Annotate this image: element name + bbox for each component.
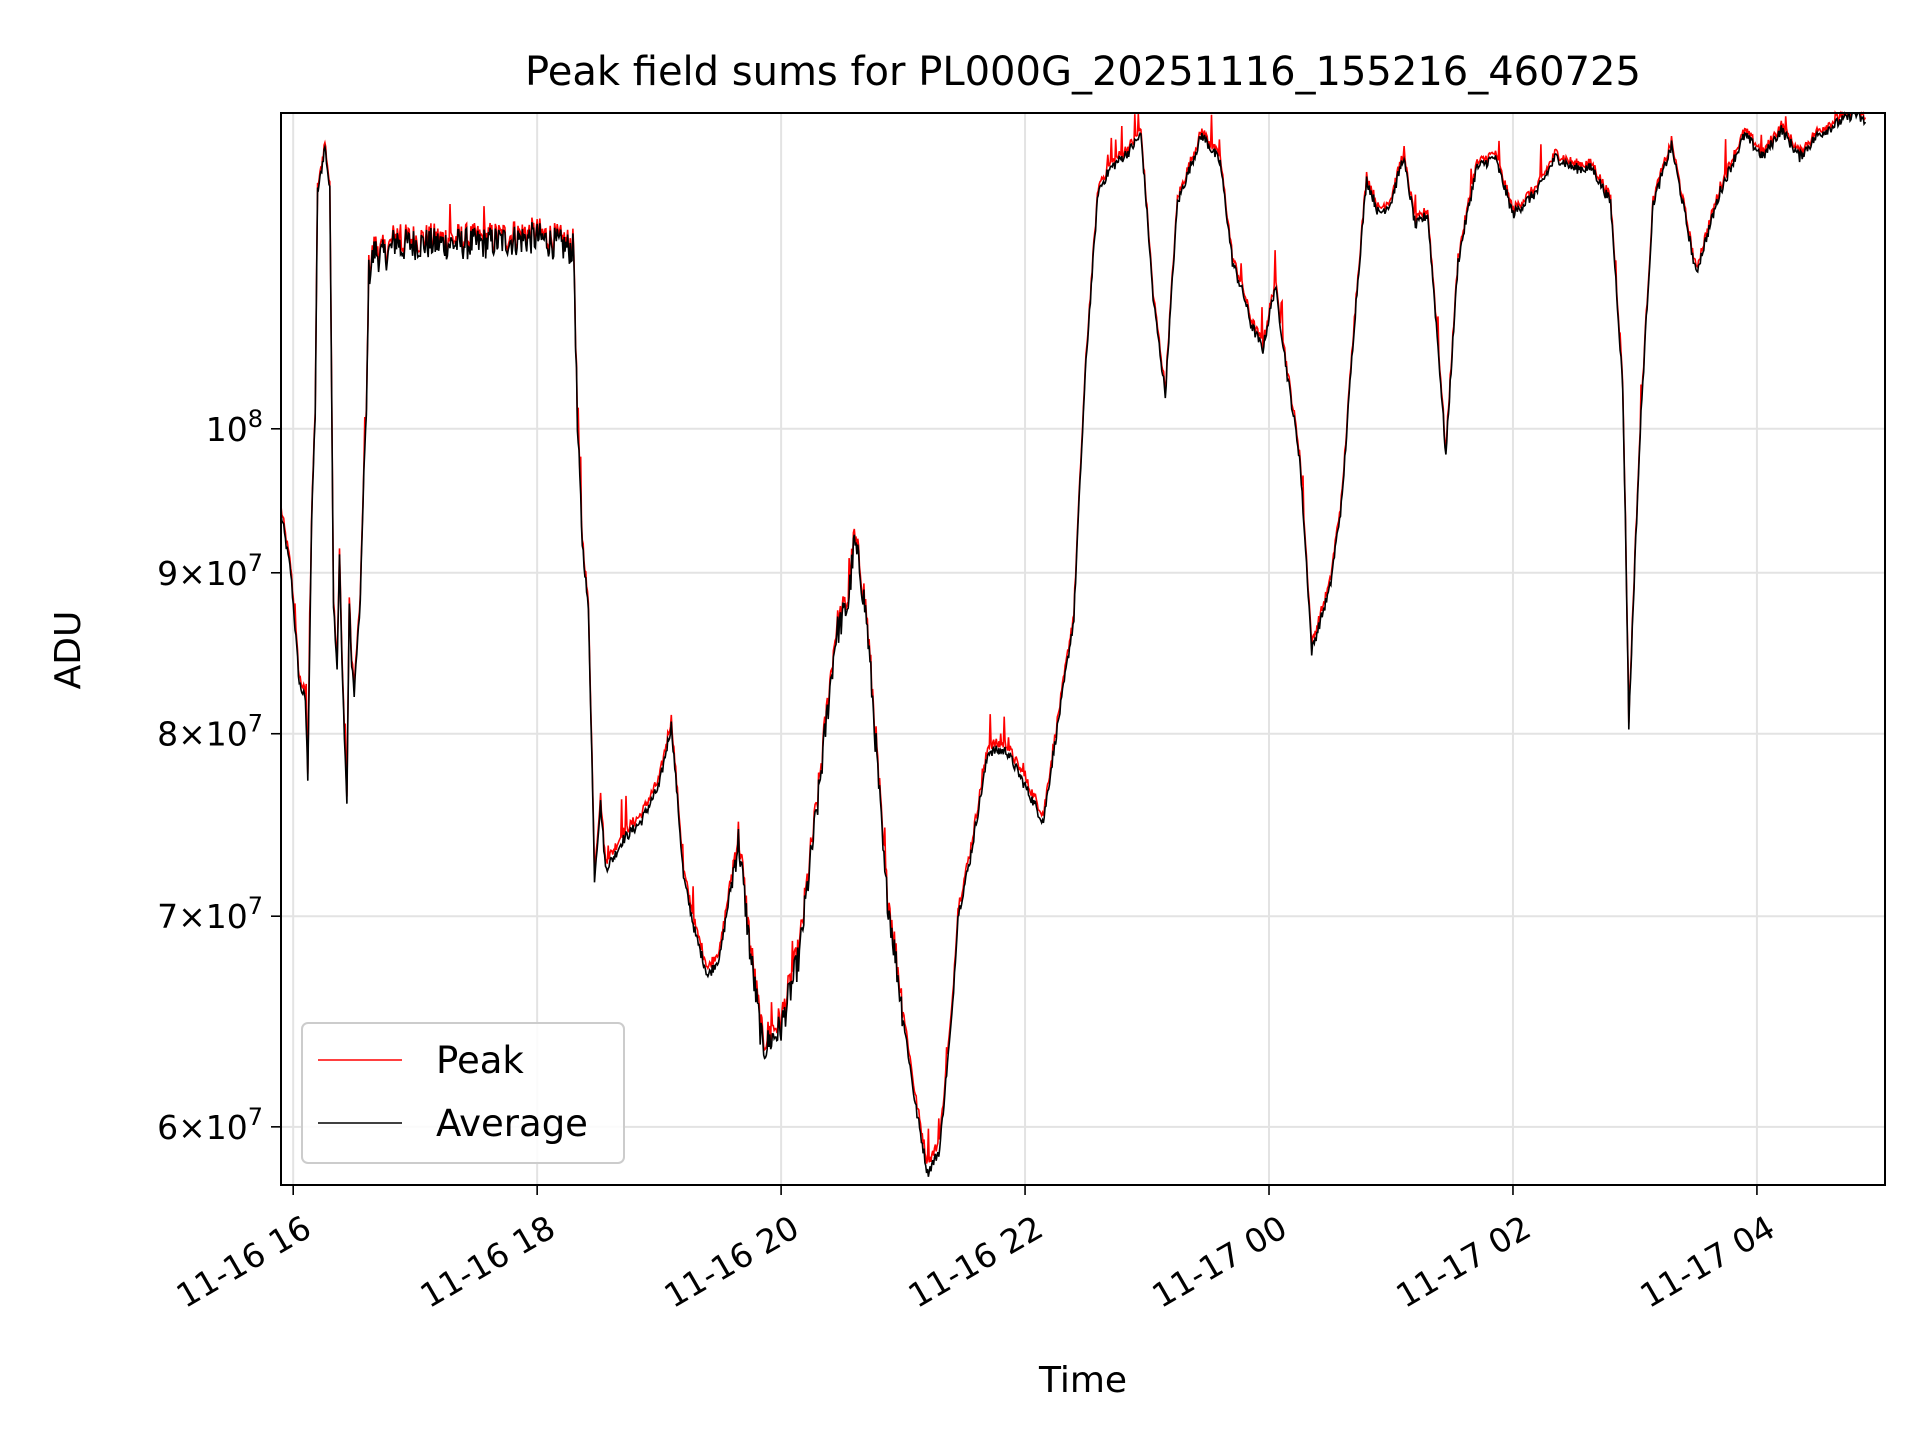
y-tick-label: 7×107: [157, 892, 263, 936]
legend-box: [301, 1022, 625, 1164]
plot-frame: [280, 112, 1886, 1186]
y-tick-label: 6×107: [157, 1103, 263, 1147]
plot-lines: [280, 110, 1866, 1177]
series-line-average: [280, 111, 1866, 1177]
legend-peak-label: Peak: [436, 1039, 524, 1082]
y-tick-label: 108: [206, 405, 263, 449]
y-axis-label: ADU: [48, 611, 89, 690]
legend: Peak Average: [301, 1022, 625, 1164]
legend-average-label: Average: [436, 1102, 588, 1145]
x-axis-label: Time: [1038, 1360, 1127, 1401]
chart-title: Peak field sums for PL000G_20251116_1552…: [525, 49, 1641, 95]
y-axis: 6×107 7×107 8×107 9×107 108: [157, 405, 281, 1147]
y-tick-label: 8×107: [157, 710, 263, 754]
y-tick-label: 9×107: [157, 549, 263, 593]
